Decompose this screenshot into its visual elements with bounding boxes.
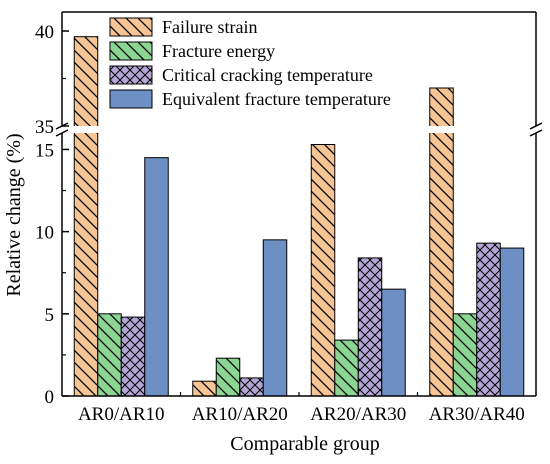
axis-break-gap xyxy=(54,126,544,133)
y-tick-label: 15 xyxy=(35,140,54,161)
y-tick-label: 0 xyxy=(45,387,55,408)
bar-ar0-ar10-series-1 xyxy=(73,36,99,397)
bar-ar30-ar40-series-4 xyxy=(499,247,525,397)
legend-label: Fracture energy xyxy=(162,41,275,61)
bar-ar10-ar20-series-3 xyxy=(239,377,264,397)
y-tick-label: 35 xyxy=(35,117,54,138)
bar-ar10-ar20-series-2 xyxy=(215,357,241,397)
y-tick-label: 10 xyxy=(35,223,54,244)
legend-item-2: Fracture energy xyxy=(109,41,275,61)
legend-item-3: Critical cracking temperature xyxy=(109,65,373,85)
bar-ar30-ar40-series-3 xyxy=(476,242,501,397)
legend-label: Critical cracking temperature xyxy=(162,65,373,85)
bar-ar20-ar30-series-3 xyxy=(357,257,383,397)
legend-label: Equivalent fracture temperature xyxy=(162,89,391,109)
legend-swatch xyxy=(110,90,152,108)
x-tick-label: AR20/AR30 xyxy=(310,404,406,425)
bar-ar10-ar20-series-1 xyxy=(192,380,217,397)
bar-ar20-ar30-series-2 xyxy=(334,339,359,397)
x-tick-label: AR10/AR20 xyxy=(192,404,288,425)
break-mark-top-right xyxy=(529,122,543,130)
bar-ar0-ar10-series-4 xyxy=(144,157,169,397)
y-tick-label: 5 xyxy=(45,305,55,326)
bar-ar10-ar20-series-4 xyxy=(262,239,288,397)
legend: Failure strain Fracture energy Critical cr… xyxy=(109,17,391,109)
bar-ar20-ar30-series-1 xyxy=(310,144,336,397)
break-mark-bottom-right xyxy=(529,129,543,137)
y-tick-label: 40 xyxy=(35,22,54,43)
break-mark-bottom-left xyxy=(55,129,69,137)
legend-item-4: Equivalent fracture temperature xyxy=(109,89,391,109)
y-axis-title: Relative change (%) xyxy=(3,133,25,296)
x-tick-label: AR30/AR40 xyxy=(429,404,525,425)
x-axis-title: Comparable group xyxy=(230,433,379,455)
bar-ar30-ar40-series-2 xyxy=(452,313,478,397)
bar-ar30-ar40-series-1 xyxy=(429,87,454,397)
bar-ar20-ar30-series-4 xyxy=(381,288,406,397)
bar-ar0-ar10-series-3 xyxy=(120,316,146,397)
bar-ar0-ar10-series-2 xyxy=(97,313,122,397)
x-tick-label: AR0/AR10 xyxy=(78,404,165,425)
legend-item-1: Failure strain xyxy=(109,17,257,37)
legend-label: Failure strain xyxy=(162,17,257,37)
